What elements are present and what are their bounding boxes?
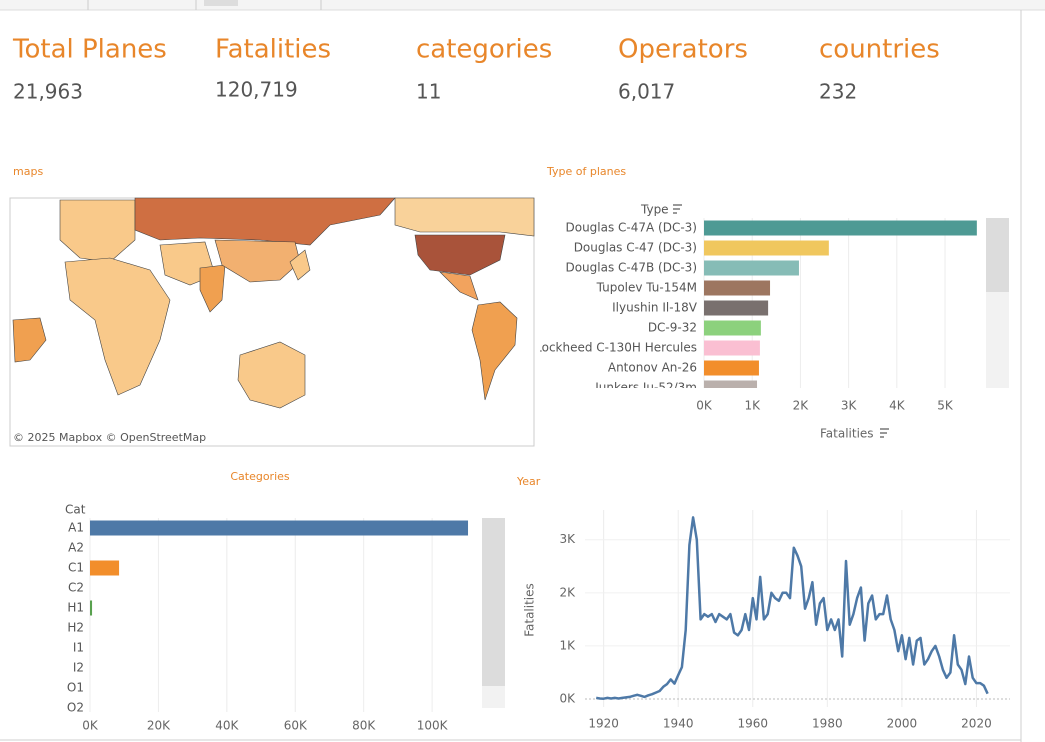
x-tick-label: 0K (82, 719, 99, 733)
y-axis-title: Fatalities (523, 583, 537, 637)
chart-title: Type of planes (546, 165, 626, 178)
x-tick-label: 2020 (961, 717, 992, 731)
bar (90, 600, 93, 616)
bar (704, 260, 799, 276)
category-label: I1 (73, 641, 84, 655)
y-tick-label: 1K (559, 638, 576, 652)
category-label: O1 (67, 681, 84, 695)
category-label: H1 (67, 601, 84, 615)
x-tick-label: 40K (215, 719, 239, 733)
chart-title: Categories (230, 470, 290, 483)
map-title: maps (13, 165, 43, 178)
category-label: I2 (73, 661, 84, 675)
kpi-value: 232 (819, 80, 857, 104)
bar (704, 240, 829, 256)
x-tick-label: 5K (937, 399, 954, 413)
bar (704, 300, 769, 316)
bar (704, 320, 761, 336)
category-label: A1 (68, 521, 84, 535)
bar (704, 340, 760, 356)
category-label: Douglas C-47 (DC-3) (574, 241, 697, 255)
category-label: C1 (68, 561, 84, 575)
bar (90, 520, 469, 536)
category-label: DC-9-32 (648, 321, 697, 335)
category-label: O2 (67, 701, 84, 715)
x-tick-label: 60K (284, 719, 308, 733)
category-label: Douglas C-47B (DC-3) (565, 261, 697, 275)
kpi-label: Operators (618, 35, 748, 65)
bar (704, 220, 977, 236)
category-label: C2 (68, 581, 84, 595)
category-label: Douglas C-47A (DC-3) (565, 221, 697, 235)
category-axis-label: Type (640, 203, 669, 217)
bars: A1 A2 C1 C2 H1 H2 I1 I2 O1 O2 (67, 520, 469, 715)
map-attribution: © 2025 Mapbox © OpenStreetMap (13, 431, 206, 444)
x-tick-label: 0K (696, 399, 713, 413)
y-tick-label: 0K (559, 692, 576, 706)
sort-icon[interactable] (880, 428, 889, 438)
chart-title: Year (516, 475, 541, 488)
kpi-value: 120,719 (215, 78, 298, 102)
x-axis-title: Fatalities (820, 427, 874, 441)
category-label: A2 (68, 541, 84, 555)
x-tick-label: 2000 (887, 717, 918, 731)
scrollbar-thumb[interactable] (482, 518, 505, 686)
category-label: Junkers Ju-52/3m (594, 381, 697, 395)
x-tick-label: 80K (352, 719, 376, 733)
x-tick-label: 20K (147, 719, 171, 733)
y-tick-label: 2K (559, 585, 576, 599)
x-tick-label: 1920 (588, 717, 619, 731)
category-label: Lockheed C-130H Hercules (535, 341, 697, 355)
kpi-label: countries (819, 35, 940, 65)
category-label: H2 (67, 621, 84, 635)
x-tick-label: 1980 (812, 717, 843, 731)
sort-icon[interactable] (673, 204, 682, 214)
x-tick-label: 100K (417, 719, 449, 733)
kpi-label: Fatalities (215, 35, 331, 65)
kpi-value: 6,017 (618, 80, 675, 104)
x-tick-label: 2K (793, 399, 810, 413)
category-label: Ilyushin Il-18V (612, 301, 698, 315)
bars: Douglas C-47A (DC-3) Douglas C-47 (DC-3) D… (535, 220, 977, 395)
tab-strip (0, 0, 1045, 11)
category-label: Antonov An-26 (608, 361, 697, 375)
kpi-label: Total Planes (12, 35, 167, 65)
kpi-value: 21,963 (13, 80, 83, 104)
bar (704, 360, 759, 376)
x-tick-label: 4K (889, 399, 906, 413)
x-tick-label: 3K (841, 399, 858, 413)
bar (704, 380, 758, 388)
x-tick-label: 1940 (663, 717, 694, 731)
line (595, 516, 989, 700)
bar (704, 280, 771, 296)
kpi-value: 11 (416, 80, 441, 104)
scrollbar-thumb[interactable] (986, 218, 1009, 292)
kpi-label: categories (416, 35, 552, 65)
x-tick-label: 1960 (737, 717, 768, 731)
category-axis-label: Cat (65, 503, 86, 517)
category-label: Tupolev Tu-154M (596, 281, 697, 295)
y-tick-label: 3K (559, 532, 576, 546)
x-tick-label: 1K (744, 399, 761, 413)
bar (90, 560, 120, 576)
map[interactable]: © 2025 Mapbox © OpenStreetMap (9, 197, 535, 447)
kpis: Total Planes 21,963 Fatalities 120,719 c… (12, 35, 940, 104)
